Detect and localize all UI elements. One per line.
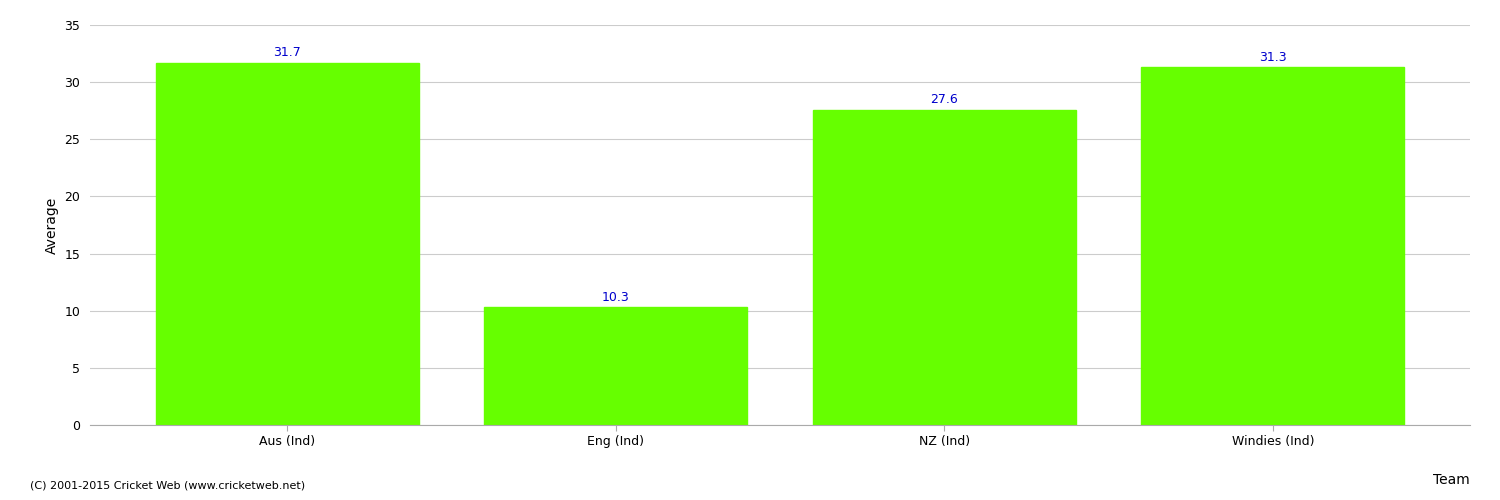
Bar: [813, 110, 1076, 425]
Text: 31.7: 31.7: [273, 46, 302, 60]
Bar: [156, 62, 419, 425]
Text: 27.6: 27.6: [930, 93, 958, 106]
Text: (C) 2001-2015 Cricket Web (www.cricketweb.net): (C) 2001-2015 Cricket Web (www.cricketwe…: [30, 480, 305, 490]
Text: 31.3: 31.3: [1258, 51, 1287, 64]
Bar: [484, 308, 747, 425]
Bar: [1142, 68, 1404, 425]
Text: Team: Team: [1434, 473, 1470, 487]
Text: 10.3: 10.3: [602, 291, 630, 304]
Y-axis label: Average: Average: [45, 196, 58, 254]
